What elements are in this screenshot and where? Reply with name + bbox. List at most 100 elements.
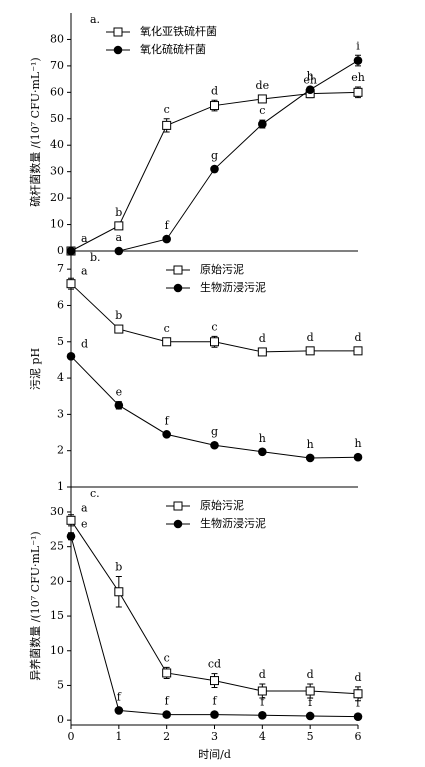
x-tick-label: 2 (163, 730, 170, 743)
y-axis-label: 污泥 pH (29, 348, 42, 390)
y-tick-label: 70 (50, 59, 64, 72)
legend-label: 氧化硫硫杆菌 (140, 42, 206, 56)
significance-letter: f (260, 695, 265, 708)
significance-letter: h (307, 438, 314, 451)
y-tick-label: 10 (50, 218, 64, 231)
y-tick-label: 7 (57, 262, 64, 275)
x-tick-label: 0 (68, 730, 75, 743)
significance-letter: de (256, 79, 270, 92)
significance-letter: h (307, 70, 314, 83)
marker (162, 430, 171, 439)
significance-letter: d (259, 332, 266, 345)
significance-letter: b (115, 309, 122, 322)
series-line (70, 536, 359, 718)
significance-letter: cd (208, 658, 221, 671)
y-tick-label: 0 (57, 244, 64, 257)
significance-letter: c (259, 104, 265, 117)
y-tick-label: 10 (50, 644, 64, 657)
marker (258, 447, 267, 457)
significance-letter: d (354, 331, 361, 344)
marker (257, 347, 267, 357)
significance-letter: c (211, 320, 217, 333)
legend-label: 生物沥浸污泥 (200, 280, 266, 294)
legend-label: 原始污泥 (200, 262, 244, 276)
y-tick-label: 20 (50, 574, 64, 587)
marker (114, 221, 124, 231)
x-axis-label: 时间/d (198, 748, 231, 761)
y-tick-label: 25 (50, 540, 64, 553)
marker (210, 710, 219, 719)
marker (66, 279, 76, 289)
marker (258, 119, 267, 129)
legend-marker (173, 283, 183, 293)
y-axis-label: 异养菌数量 /(10⁷ CFU·mL⁻¹) (28, 531, 42, 680)
significance-letter: f (117, 690, 122, 703)
marker (305, 686, 315, 696)
legend-label: 氧化亚铁硫杆菌 (140, 24, 217, 38)
marker (162, 120, 172, 130)
significance-letter: c (164, 322, 170, 335)
panel-label: c. (90, 487, 100, 500)
y-tick-label: 0 (57, 713, 64, 726)
significance-letter: a (116, 231, 123, 244)
y-tick-label: 4 (57, 371, 64, 384)
marker (305, 711, 315, 721)
marker (353, 689, 363, 699)
panel-label: a. (90, 13, 100, 26)
marker (114, 246, 124, 256)
x-tick-label: 3 (211, 730, 218, 743)
significance-letter: f (212, 695, 217, 708)
significance-letter: d (307, 668, 314, 681)
marker (114, 587, 124, 597)
marker (305, 346, 315, 356)
y-tick-label: 5 (57, 335, 64, 348)
legend-marker (173, 265, 183, 275)
y-tick-label: 30 (50, 505, 64, 518)
marker (162, 710, 171, 719)
significance-letter: g (211, 149, 218, 162)
marker (114, 401, 124, 410)
panel-label: b. (90, 251, 101, 264)
significance-letter: f (165, 414, 170, 427)
significance-letter: h (259, 432, 266, 445)
y-tick-label: 6 (57, 298, 64, 311)
marker (353, 346, 363, 356)
marker (114, 706, 124, 715)
marker (353, 452, 363, 462)
marker (66, 531, 76, 541)
significance-letter: g (211, 425, 218, 438)
y-tick-label: 50 (50, 112, 64, 125)
marker (66, 515, 76, 525)
marker (353, 87, 363, 97)
significance-letter: b (115, 206, 122, 219)
x-tick-label: 5 (307, 730, 314, 743)
y-tick-label: 80 (50, 32, 64, 45)
significance-letter: c (164, 103, 170, 116)
significance-letter: eh (303, 74, 317, 87)
significance-letter: d (211, 84, 218, 97)
marker (305, 453, 315, 463)
marker (353, 56, 363, 65)
marker (305, 85, 315, 94)
y-tick-label: 2 (57, 444, 64, 457)
marker (210, 337, 219, 347)
y-tick-label: 30 (50, 165, 64, 178)
marker (114, 324, 124, 334)
y-tick-label: 3 (57, 407, 64, 420)
marker (257, 686, 267, 696)
legend-marker (173, 519, 183, 529)
x-tick-label: 1 (115, 730, 122, 743)
y-tick-label: 20 (50, 191, 64, 204)
marker (353, 712, 363, 721)
marker (162, 337, 172, 347)
significance-letter: f (356, 697, 361, 710)
significance-letter: d (354, 671, 361, 684)
x-tick-label: 6 (355, 730, 362, 743)
significance-letter: f (165, 219, 170, 232)
legend-marker (173, 501, 183, 511)
legend-marker (113, 45, 123, 55)
marker (210, 101, 219, 111)
y-tick-label: 5 (57, 678, 64, 691)
significance-letter: d (81, 337, 88, 350)
